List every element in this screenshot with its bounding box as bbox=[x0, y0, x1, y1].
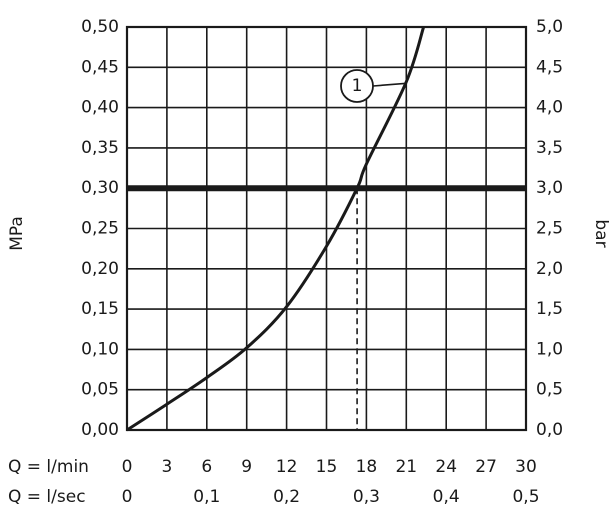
right-axis-ticks: 0,0 0,5 1,0 1,5 2,0 2,5 3,0 3,5 4,0 4,5 5,0 bbox=[536, 17, 563, 440]
x-tick-label: 9 bbox=[241, 457, 252, 477]
curve-callout-circle bbox=[340, 69, 374, 103]
y-tick-label: 0,45 bbox=[81, 57, 119, 77]
y2-tick-label: 2,5 bbox=[536, 219, 563, 239]
x-tick-label: 21 bbox=[395, 457, 417, 477]
y2-tick-label: 2,0 bbox=[536, 259, 563, 279]
y-tick-label: 0,40 bbox=[81, 98, 119, 118]
y-tick-label: 0,10 bbox=[81, 339, 119, 359]
y-tick-label: 0,00 bbox=[81, 420, 119, 440]
y-tick-label: 0,30 bbox=[81, 178, 119, 198]
y-tick-label: 0,15 bbox=[81, 299, 119, 319]
x-tick-label: 18 bbox=[356, 457, 378, 477]
y-tick-label: 0,35 bbox=[81, 138, 119, 158]
y2-tick-label: 5,0 bbox=[536, 17, 563, 37]
y2-tick-label: 4,0 bbox=[536, 98, 563, 118]
bottom-secondary-axis-ticks: 0 0,1 0,2 0,3 0,4 0,5 bbox=[122, 487, 540, 507]
x-tick-label: 24 bbox=[435, 457, 457, 477]
y2-tick-label: 1,0 bbox=[536, 339, 563, 359]
curve-callout-line bbox=[372, 82, 406, 87]
x2-tick-label: 0,2 bbox=[273, 487, 300, 507]
plot-frame bbox=[125, 25, 528, 432]
x-tick-label: 12 bbox=[276, 457, 298, 477]
y-tick-label: 0,25 bbox=[81, 219, 119, 239]
x-tick-label: 0 bbox=[122, 457, 133, 477]
y2-tick-label: 0,5 bbox=[536, 380, 563, 400]
y-tick-label: 0,20 bbox=[81, 259, 119, 279]
y2-tick-label: 1,5 bbox=[536, 299, 563, 319]
x2-tick-label: 0,1 bbox=[193, 487, 220, 507]
y2-tick-label: 3,5 bbox=[536, 138, 563, 158]
x2-tick-label: 0,5 bbox=[512, 487, 539, 507]
y2-axis-title: bar bbox=[591, 219, 610, 247]
x2-axis-title: Q = l/sec bbox=[8, 487, 86, 507]
curve-callout-label: 1 bbox=[352, 76, 363, 96]
y2-tick-label: 3,0 bbox=[536, 178, 563, 198]
x-axis-title: Q = l/min bbox=[8, 457, 89, 477]
left-axis-ticks: 0,00 0,05 0,10 0,15 0,20 0,25 0,30 0,35 0,40 0,45… bbox=[81, 17, 119, 440]
y-tick-label: 0,50 bbox=[81, 17, 119, 37]
x2-tick-label: 0,4 bbox=[433, 487, 460, 507]
y2-tick-label: 0,0 bbox=[536, 420, 563, 440]
grid bbox=[127, 27, 526, 430]
x-tick-label: 27 bbox=[475, 457, 497, 477]
x-tick-label: 30 bbox=[515, 457, 537, 477]
y2-tick-label: 4,5 bbox=[536, 57, 563, 77]
x-tick-label: 6 bbox=[201, 457, 212, 477]
bottom-axis-ticks: 0 3 6 9 12 15 18 21 24 27 30 bbox=[122, 457, 537, 477]
y-axis-title: MPa bbox=[7, 216, 27, 251]
x2-tick-label: 0 bbox=[122, 487, 133, 507]
y-tick-label: 0,05 bbox=[81, 380, 119, 400]
flow-curve bbox=[126, 26, 426, 432]
x2-tick-label: 0,3 bbox=[353, 487, 380, 507]
x-tick-label: 3 bbox=[161, 457, 172, 477]
x-tick-label: 15 bbox=[316, 457, 338, 477]
